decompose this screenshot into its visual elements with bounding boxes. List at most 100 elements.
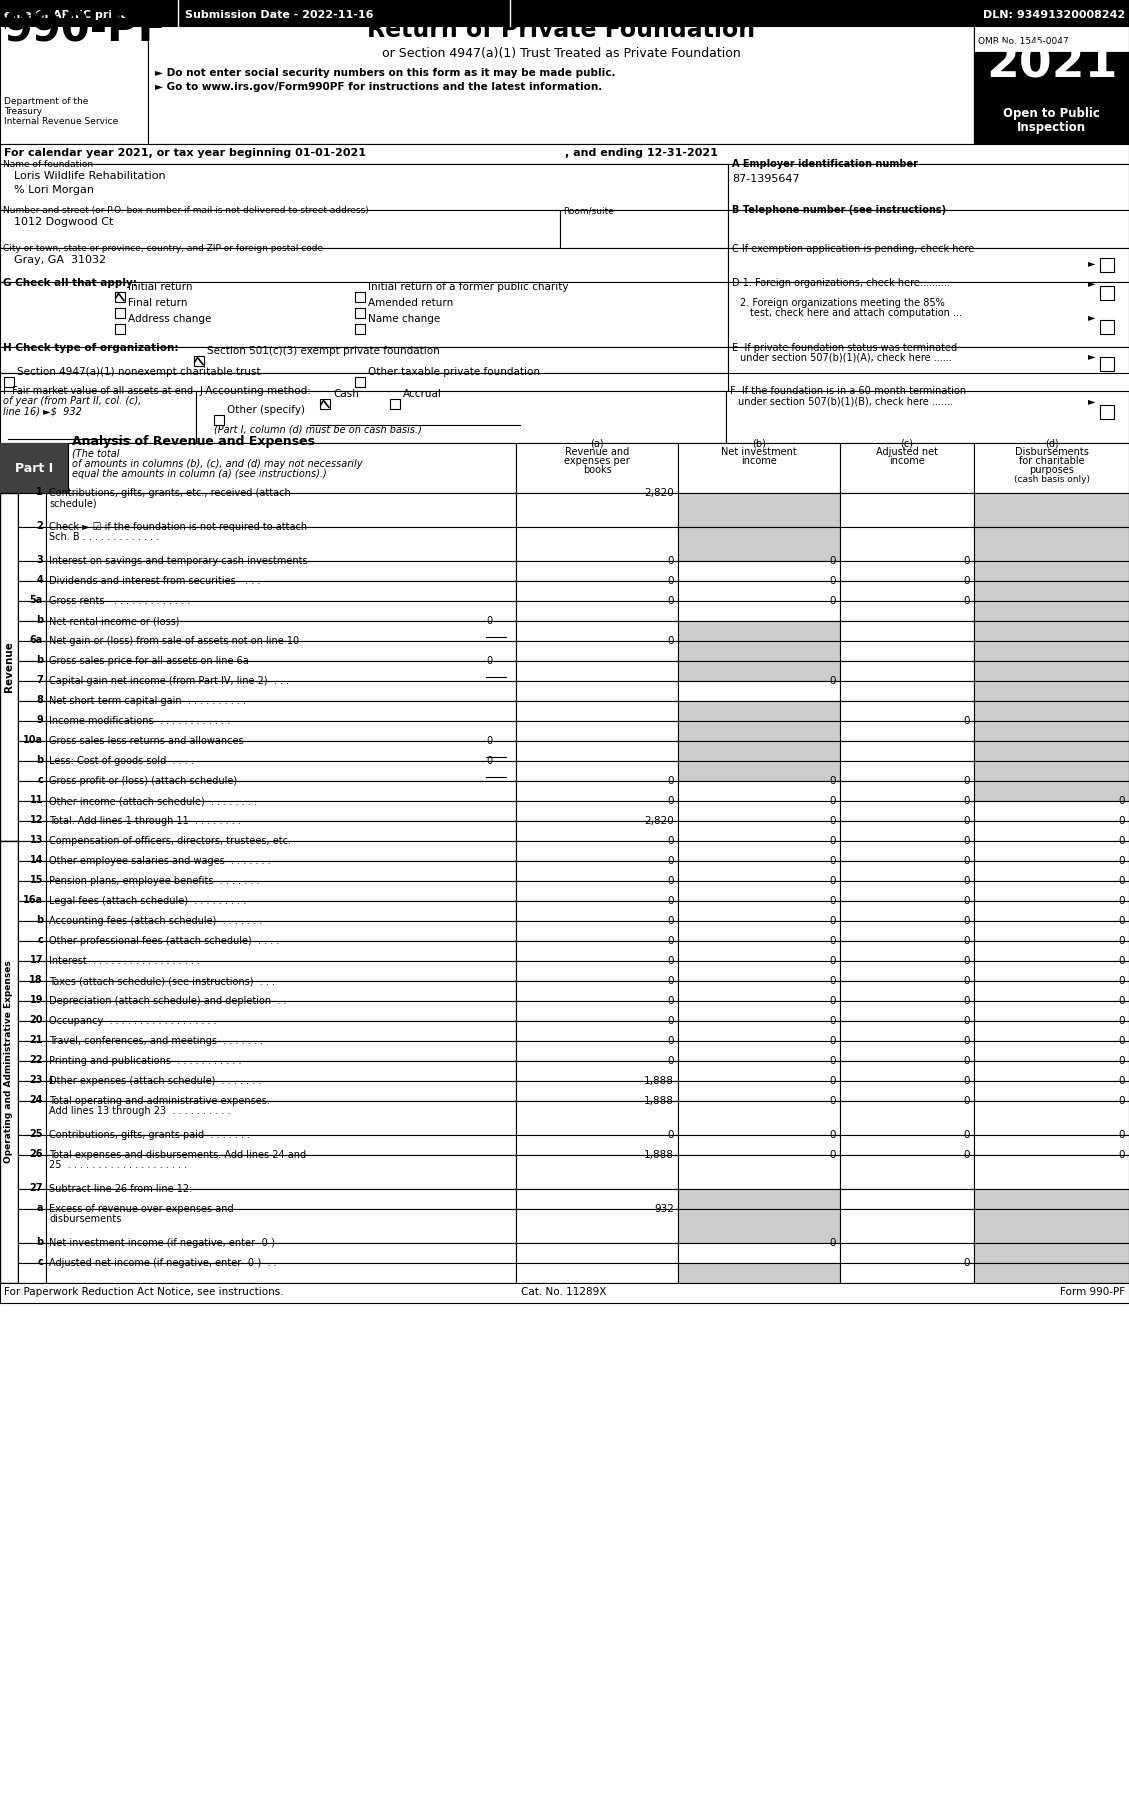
Bar: [516, 1100, 679, 1135]
Bar: [974, 527, 1129, 561]
Text: Revenue and: Revenue and: [564, 448, 629, 457]
Text: 0: 0: [963, 1016, 970, 1027]
Text: B Telephone number (see instructions): B Telephone number (see instructions): [732, 205, 946, 216]
Bar: [68, 442, 516, 493]
Text: 0: 0: [963, 876, 970, 886]
Text: Final return: Final return: [128, 298, 187, 307]
Text: Number and street (or P.O. box number if mail is not delivered to street address: Number and street (or P.O. box number if…: [3, 207, 369, 216]
Text: 0: 0: [830, 1151, 835, 1160]
Bar: [516, 1001, 679, 1021]
Text: Form 990-PF: Form 990-PF: [1060, 1287, 1124, 1296]
Text: Other taxable private foundation: Other taxable private foundation: [368, 367, 540, 378]
Text: Loris Wildlife Rehabilitation: Loris Wildlife Rehabilitation: [14, 171, 166, 182]
Bar: [679, 1100, 840, 1135]
Bar: [46, 1242, 516, 1262]
Bar: [974, 940, 1129, 960]
Bar: [974, 581, 1129, 601]
Text: under section 507(b)(1)(B), check here .......: under section 507(b)(1)(B), check here .…: [738, 396, 953, 406]
Text: ► Go to www.irs.gov/Form990PF for instructions and the latest information.: ► Go to www.irs.gov/Form990PF for instru…: [155, 83, 602, 92]
Bar: [516, 527, 679, 561]
Bar: [840, 581, 974, 601]
Text: 0: 0: [963, 1036, 970, 1046]
Bar: [18, 527, 46, 561]
Bar: [1100, 257, 1114, 271]
Text: 0: 0: [963, 556, 970, 566]
Bar: [974, 662, 1129, 681]
Bar: [974, 1021, 1129, 1041]
Bar: [840, 982, 974, 1001]
Bar: [516, 493, 679, 527]
Bar: [974, 960, 1129, 982]
Bar: [679, 1081, 840, 1100]
Text: purposes: purposes: [1029, 466, 1074, 475]
Text: 0: 0: [830, 595, 835, 606]
Bar: [840, 1242, 974, 1262]
Bar: [840, 721, 974, 741]
Bar: [18, 901, 46, 921]
Bar: [679, 662, 840, 681]
Text: Taxes (attach schedule) (see instructions)  . . .: Taxes (attach schedule) (see instruction…: [49, 976, 275, 985]
Text: C If exemption application is pending, check here: C If exemption application is pending, c…: [732, 245, 974, 254]
Bar: [18, 721, 46, 741]
Text: ►: ►: [1088, 396, 1095, 406]
Text: 0: 0: [830, 1036, 835, 1046]
Bar: [679, 1061, 840, 1081]
Bar: [18, 881, 46, 901]
Text: ►: ►: [1088, 279, 1095, 288]
Bar: [840, 960, 974, 982]
Bar: [728, 210, 1129, 248]
Text: 0: 0: [1119, 1075, 1124, 1086]
Bar: [516, 701, 679, 721]
Text: 0: 0: [1119, 996, 1124, 1007]
Bar: [679, 940, 840, 960]
Bar: [840, 861, 974, 881]
Bar: [679, 701, 840, 721]
Bar: [0, 282, 728, 347]
Bar: [974, 1100, 1129, 1135]
Text: 0: 0: [963, 595, 970, 606]
Bar: [728, 282, 1129, 347]
Text: 0: 0: [667, 836, 674, 847]
Text: Printing and publications  . . . . . . . . . . .: Printing and publications . . . . . . . …: [49, 1055, 242, 1066]
Text: 0: 0: [667, 575, 674, 586]
Bar: [840, 681, 974, 701]
Text: DLN: 93491320008242: DLN: 93491320008242: [982, 9, 1124, 20]
Bar: [840, 921, 974, 940]
Bar: [974, 1188, 1129, 1208]
Bar: [728, 248, 1129, 282]
Bar: [516, 901, 679, 921]
Bar: [18, 620, 46, 642]
Bar: [974, 800, 1129, 822]
Bar: [148, 25, 974, 144]
Bar: [516, 662, 679, 681]
Text: 1012 Dogwood Ct: 1012 Dogwood Ct: [14, 218, 113, 227]
Bar: [726, 390, 1129, 442]
Text: 3: 3: [36, 556, 43, 565]
Bar: [840, 561, 974, 581]
Text: 22: 22: [29, 1055, 43, 1064]
Text: 0: 0: [963, 976, 970, 985]
Text: b: b: [36, 915, 43, 924]
Text: 0: 0: [963, 836, 970, 847]
Bar: [18, 841, 46, 861]
Text: 0: 0: [963, 1129, 970, 1140]
Text: 0: 0: [830, 816, 835, 825]
Bar: [840, 1208, 974, 1242]
Bar: [974, 620, 1129, 642]
Bar: [516, 1154, 679, 1188]
Bar: [46, 881, 516, 901]
Bar: [1100, 320, 1114, 334]
Text: For calendar year 2021, or tax year beginning 01-01-2021: For calendar year 2021, or tax year begi…: [5, 147, 366, 158]
Text: , and ending 12-31-2021: , and ending 12-31-2021: [564, 147, 718, 158]
Bar: [516, 1021, 679, 1041]
Bar: [46, 1154, 516, 1188]
Text: Form: Form: [5, 22, 30, 31]
Bar: [18, 861, 46, 881]
Bar: [840, 1100, 974, 1135]
Text: Gross sales price for all assets on line 6a: Gross sales price for all assets on line…: [49, 656, 248, 665]
Text: Department of the: Department of the: [5, 97, 88, 106]
Bar: [46, 721, 516, 741]
Text: 0: 0: [1119, 1151, 1124, 1160]
Text: Other income (attach schedule)  . . . . . . . .: Other income (attach schedule) . . . . .…: [49, 797, 257, 806]
Text: 0: 0: [963, 1055, 970, 1066]
